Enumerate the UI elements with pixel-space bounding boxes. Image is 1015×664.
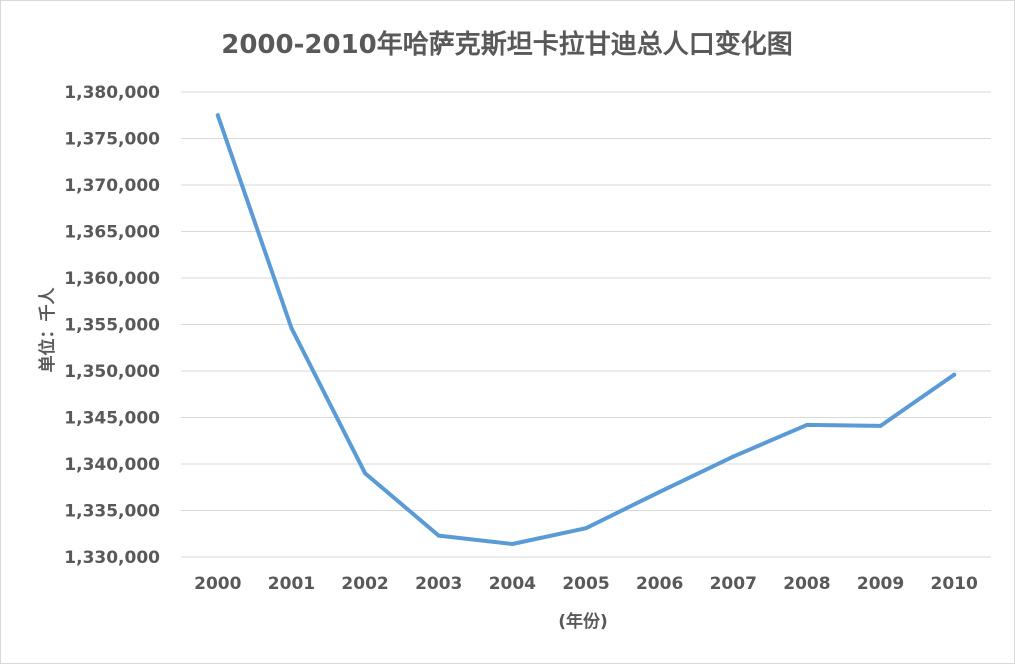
y-tick-label: 1,365,000 [64,223,160,243]
y-tick-label: 1,340,000 [64,455,160,475]
x-tick-label: 2010 [931,574,978,594]
y-axis-title: 单位：千人 [37,287,58,373]
y-tick-label: 1,345,000 [64,409,160,429]
data-point [878,423,883,428]
y-tick-label: 1,375,000 [64,130,160,150]
y-tick-label: 1,370,000 [64,176,160,196]
y-axis-ticks: 1,330,000 1,335,000 1,340,000 1,345,000 1,35… [64,83,160,568]
data-point [436,533,441,538]
x-tick-label: 2000 [194,574,241,594]
data-point [657,489,662,494]
data-point [510,541,515,546]
data-point [289,326,294,331]
data-point [952,372,957,377]
series-layer [215,113,957,546]
data-point [215,113,220,118]
y-tick-label: 1,330,000 [64,548,160,568]
x-axis-ticks: 2000 2001 2002 2003 2004 2005 2006 2007 2008 2009… [194,574,978,594]
data-point [731,454,736,459]
data-point [584,526,588,531]
x-tick-label: 2003 [415,574,462,594]
x-tick-label: 2005 [562,574,609,594]
gridlines [181,91,991,558]
x-tick-label: 2007 [710,574,757,594]
chart-title: 2000-2010年哈萨克斯坦卡拉甘迪总人口变化图 [221,29,793,60]
y-tick-label: 1,380,000 [64,83,160,103]
x-tick-label: 2002 [341,574,388,594]
x-tick-label: 2006 [636,574,683,594]
data-point [804,422,809,427]
y-tick-label: 1,360,000 [64,269,160,289]
y-tick-label: 1,350,000 [64,362,160,382]
y-tick-label: 1,335,000 [64,502,160,522]
series-line [215,113,957,546]
data-point [363,471,368,476]
x-tick-label: 2004 [489,574,536,594]
x-tick-label: 2008 [783,574,830,594]
x-tick-label: 2001 [268,574,315,594]
y-tick-label: 1,355,000 [64,316,160,336]
x-tick-label: 2009 [857,574,904,594]
x-axis-title: (年份) [558,611,608,632]
